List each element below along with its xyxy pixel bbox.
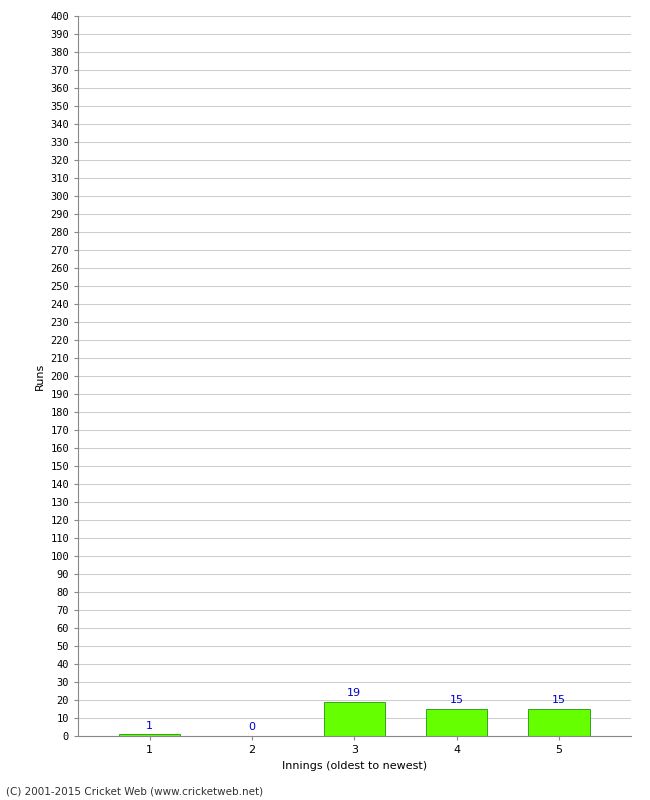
Bar: [324, 702, 385, 736]
Y-axis label: Runs: Runs: [34, 362, 45, 390]
Text: 0: 0: [248, 722, 255, 733]
Bar: [119, 734, 180, 736]
Text: 1: 1: [146, 721, 153, 730]
Text: 15: 15: [552, 695, 566, 706]
Text: 19: 19: [347, 688, 361, 698]
Text: (C) 2001-2015 Cricket Web (www.cricketweb.net): (C) 2001-2015 Cricket Web (www.cricketwe…: [6, 786, 264, 796]
Bar: [528, 709, 590, 736]
Text: 15: 15: [450, 695, 463, 706]
Bar: [426, 709, 488, 736]
X-axis label: Innings (oldest to newest): Innings (oldest to newest): [281, 761, 427, 770]
